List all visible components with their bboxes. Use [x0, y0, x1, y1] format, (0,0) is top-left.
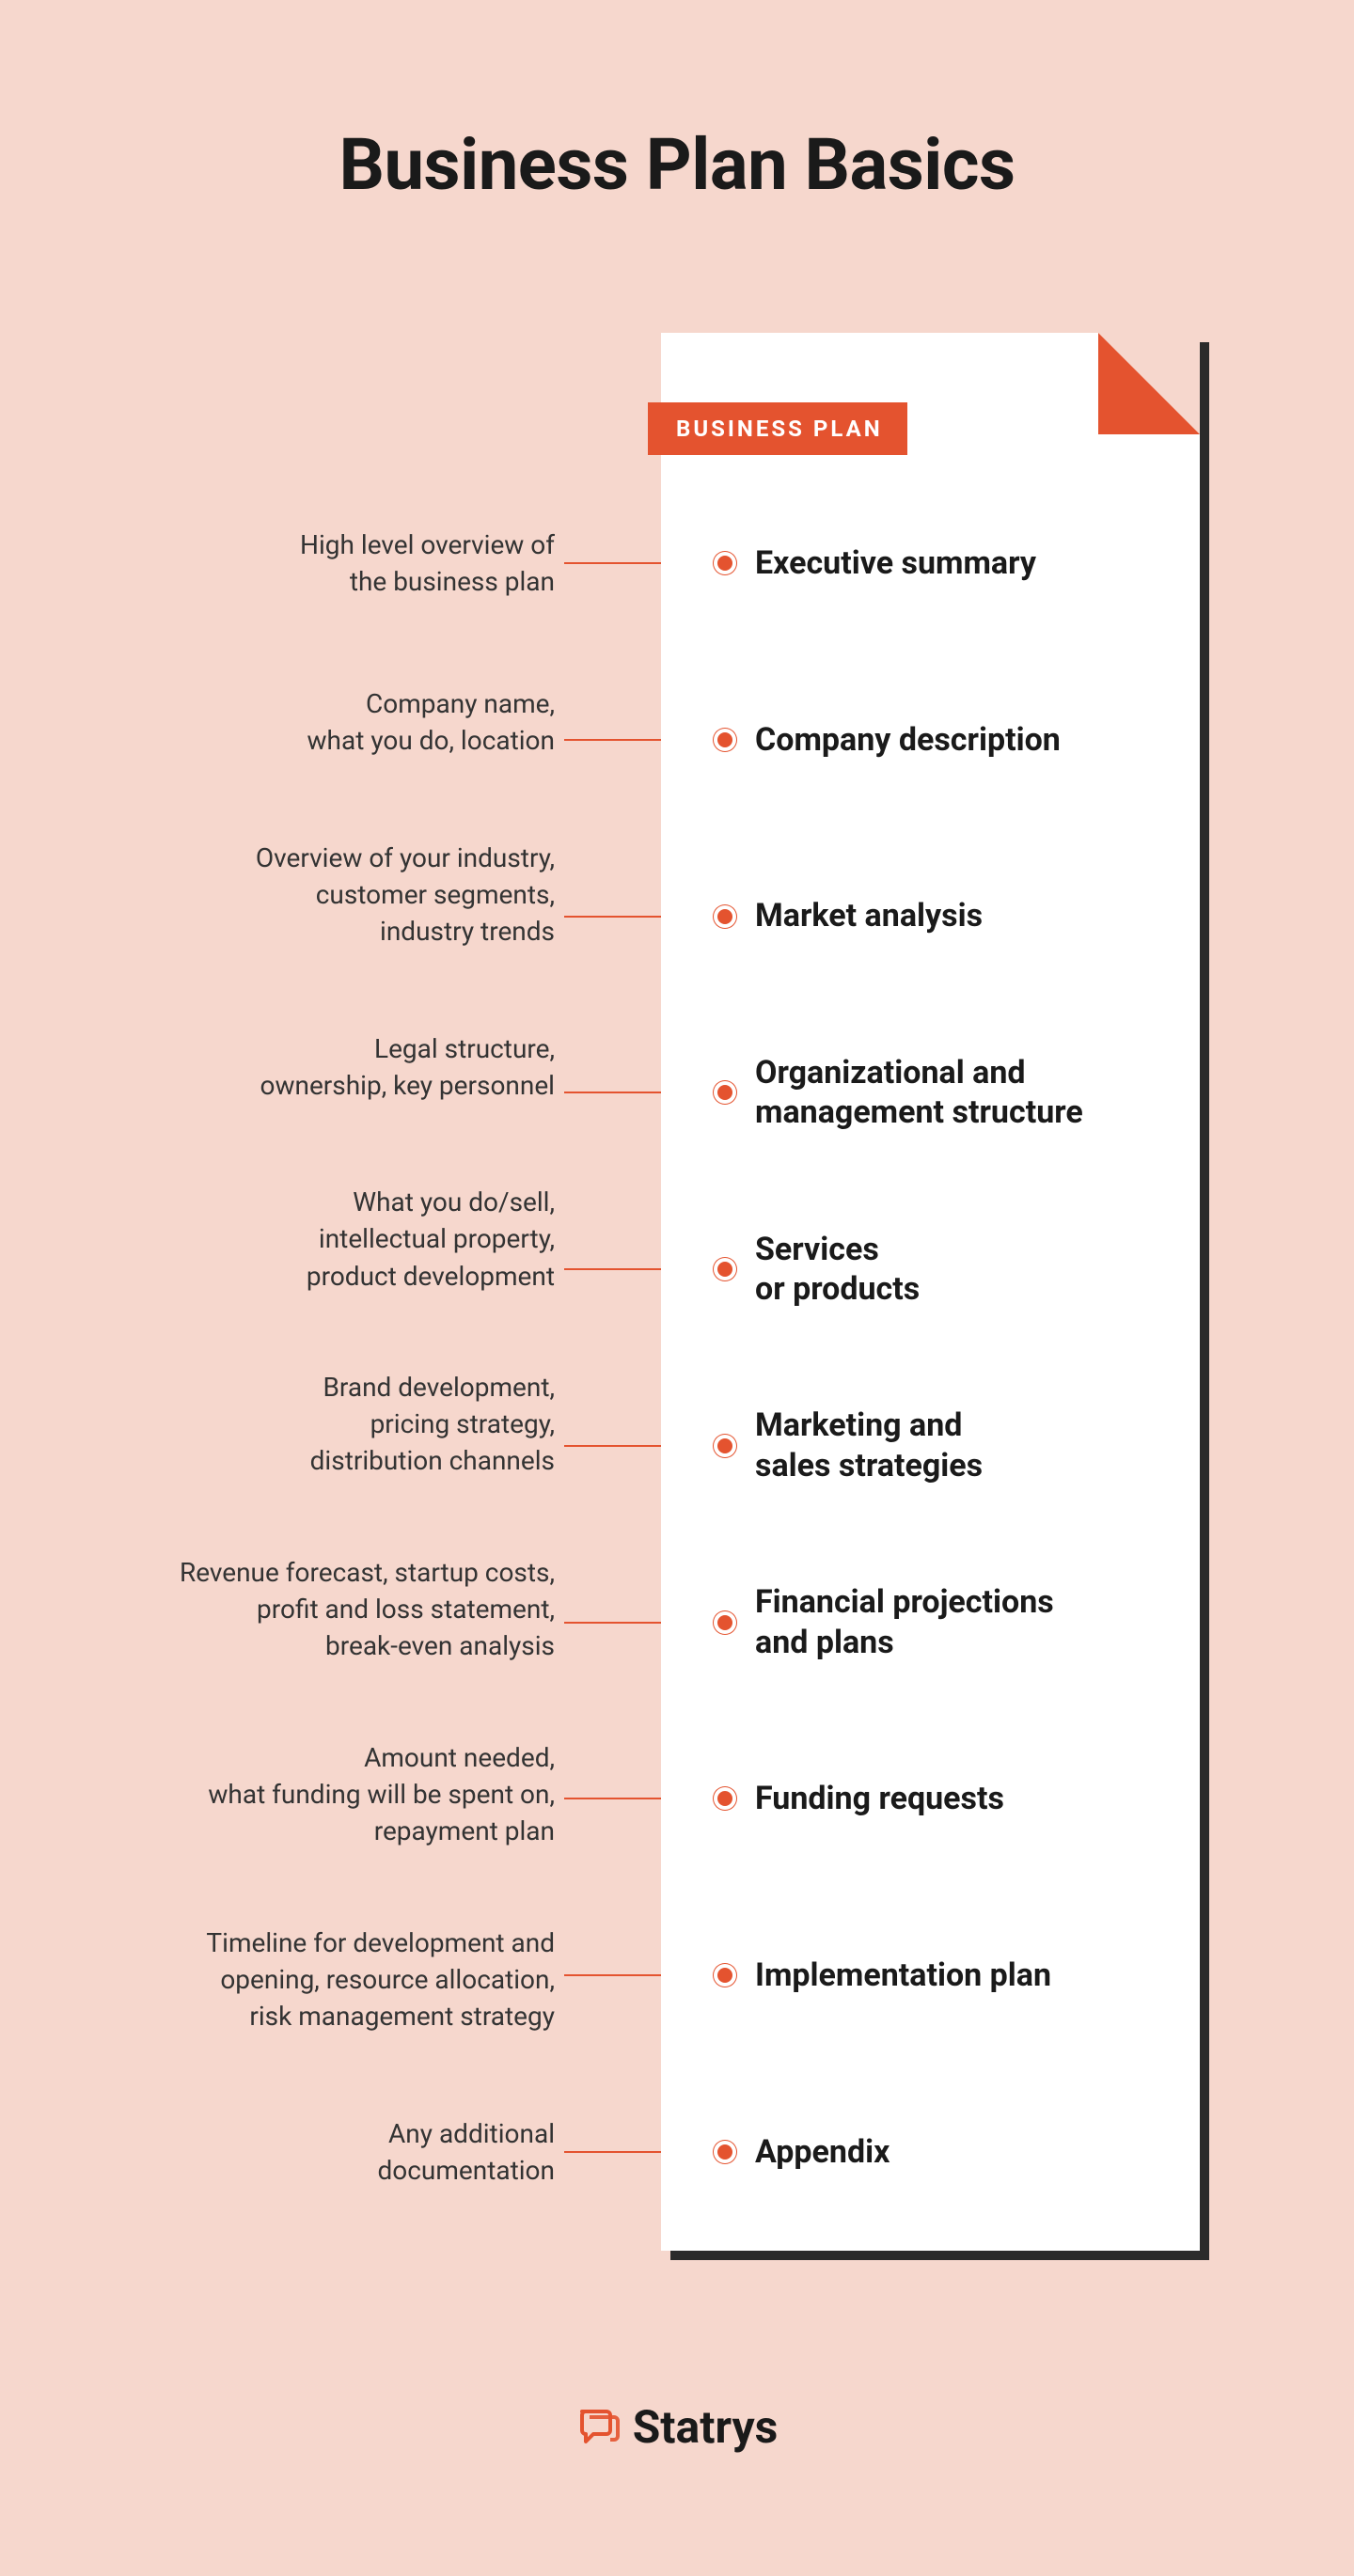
item-description: Brand development, pricing strategy, dis… [141, 1369, 555, 1480]
business-plan-card: BUSINESS PLAN Executive summaryCompany d… [661, 333, 1200, 2251]
bullet-icon [717, 1968, 732, 1983]
chat-bubble-icon [576, 2406, 620, 2449]
bullet-icon [717, 1085, 732, 1100]
card-item: Appendix [717, 2110, 1162, 2194]
card-item: Services or products [717, 1227, 1162, 1312]
card-item: Marketing and sales strategies [717, 1404, 1162, 1488]
item-description: Legal structure, ownership, key personne… [141, 1025, 555, 1109]
card-item: Organizational and management structure [717, 1050, 1162, 1135]
bullet-icon [717, 1615, 732, 1630]
card-item-heading: Financial projections and plans [755, 1582, 1054, 1662]
card-item: Financial projections and plans [717, 1580, 1162, 1665]
card-item-heading: Company description [755, 720, 1061, 761]
card-badge: BUSINESS PLAN [648, 402, 907, 455]
bullet-icon [717, 556, 732, 571]
item-description: Amount needed, what funding will be spen… [141, 1739, 555, 1850]
bullet-icon [717, 1438, 732, 1453]
card-item: Market analysis [717, 874, 1162, 959]
item-description: High level overview of the business plan [141, 521, 555, 605]
item-description: Overview of your industry, customer segm… [141, 840, 555, 950]
item-description: Any additional documentation [141, 2110, 555, 2194]
card-item-heading: Executive summary [755, 543, 1036, 584]
brand-name: Statrys [633, 2400, 779, 2454]
brand-footer: Statrys [0, 2400, 1354, 2454]
item-description: Revenue forecast, startup costs, profit … [141, 1554, 555, 1665]
card-items-list: Executive summary Company description Mark… [717, 521, 1162, 2194]
card-item-heading: Appendix [755, 2132, 890, 2173]
card-item: Funding requests [717, 1756, 1162, 1841]
card-item: Executive summary [717, 521, 1162, 605]
bullet-icon [717, 909, 732, 924]
item-description: Timeline for development and opening, re… [141, 1924, 555, 2035]
card-item: Company description [717, 698, 1162, 782]
bullet-icon [717, 1791, 732, 1806]
card-item-heading: Services or products [755, 1230, 920, 1310]
bullet-icon [717, 732, 732, 747]
card-surface: BUSINESS PLAN Executive summaryCompany d… [661, 333, 1200, 2251]
card-item-heading: Market analysis [755, 896, 983, 936]
card-item-heading: Implementation plan [755, 1956, 1051, 1996]
card-item-heading: Funding requests [755, 1779, 1004, 1819]
card-item-heading: Marketing and sales strategies [755, 1406, 983, 1485]
item-description: What you do/sell, intellectual property,… [141, 1184, 555, 1295]
descriptions-column: High level overview of the business plan… [141, 521, 555, 2194]
item-description: Company name, what you do, location [141, 680, 555, 764]
card-item-heading: Organizational and management structure [755, 1053, 1083, 1133]
card-item: Implementation plan [717, 1933, 1162, 2018]
page-title: Business Plan Basics [0, 122, 1354, 207]
bullet-icon [717, 1262, 732, 1277]
bullet-icon [717, 2144, 732, 2160]
